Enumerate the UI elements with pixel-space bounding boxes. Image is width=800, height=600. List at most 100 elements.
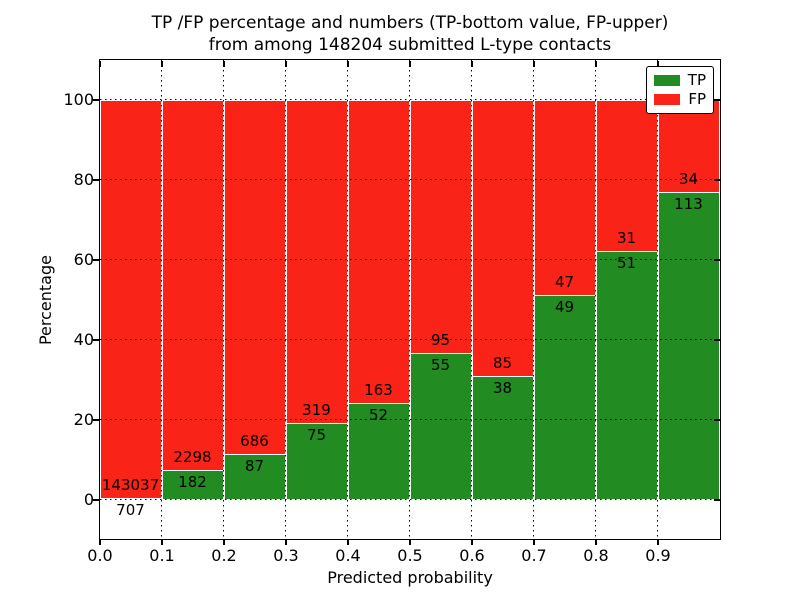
x-gridline xyxy=(285,59,286,539)
x-tick-top xyxy=(161,61,163,67)
x-tick xyxy=(99,539,101,545)
bar-segment-fp xyxy=(657,99,720,193)
y-tick-right xyxy=(714,419,720,421)
legend-entry-tp: TP xyxy=(654,73,706,88)
bar-segment-fp xyxy=(409,99,472,353)
x-tick xyxy=(161,539,163,545)
x-tick-top xyxy=(657,61,659,67)
bar-segment-fp xyxy=(99,99,162,498)
y-tick xyxy=(92,419,99,421)
y-tick-right xyxy=(714,499,720,501)
y-tick-right xyxy=(714,179,720,181)
x-tick-top xyxy=(595,61,597,67)
x-gridline xyxy=(223,59,224,539)
bar-segment-fp xyxy=(223,99,286,455)
fp-count-label: 143037 xyxy=(101,475,160,494)
x-tick-top xyxy=(347,61,349,67)
x-tick xyxy=(533,539,535,545)
x-tick-label: 0.5 xyxy=(397,546,423,565)
tp-count-label: 52 xyxy=(368,405,389,424)
tp-count-label: 38 xyxy=(492,378,513,397)
y-tick xyxy=(92,499,99,501)
x-gridline xyxy=(161,59,162,539)
tp-count-label: 75 xyxy=(306,426,327,445)
y-tick xyxy=(92,339,99,341)
y-tick-right xyxy=(714,259,720,261)
x-tick-top xyxy=(223,61,225,67)
tp-count-label: 51 xyxy=(616,253,637,272)
fp-count-label: 95 xyxy=(430,330,451,349)
bar-segment-tp xyxy=(347,402,410,500)
bar-segment-fp xyxy=(347,99,410,403)
x-gridline xyxy=(595,59,596,539)
legend-label-tp: TP xyxy=(687,71,706,89)
y-tick-label: 100 xyxy=(63,90,94,109)
x-gridline xyxy=(409,59,410,539)
legend-label-fp: FP xyxy=(688,90,706,108)
tp-count-label: 87 xyxy=(244,457,265,476)
y-tick-label: 60 xyxy=(73,250,94,269)
x-tick-top xyxy=(99,61,101,67)
legend: TP FP xyxy=(646,66,714,114)
bar-segment-fp xyxy=(595,99,658,251)
fp-count-label: 319 xyxy=(302,401,331,420)
x-tick-top xyxy=(471,61,473,67)
x-tick-label: 0.0 xyxy=(87,546,113,565)
x-tick xyxy=(223,539,225,545)
legend-swatch-tp xyxy=(654,75,680,86)
bar-segment-fp xyxy=(533,99,596,296)
y-axis-label: Percentage xyxy=(36,255,55,346)
fp-count-label: 47 xyxy=(554,273,575,292)
fp-count-label: 34 xyxy=(678,170,699,189)
tp-count-label: 113 xyxy=(674,195,703,214)
x-gridline xyxy=(347,59,348,539)
x-tick-label: 0.9 xyxy=(645,546,671,565)
x-gridline xyxy=(657,59,658,539)
bar-segment-fp xyxy=(161,99,224,471)
x-tick-label: 0.6 xyxy=(459,546,485,565)
x-tick-label: 0.7 xyxy=(521,546,547,565)
x-tick-top xyxy=(409,61,411,67)
x-tick-label: 0.4 xyxy=(335,546,361,565)
legend-entry-fp: FP xyxy=(654,92,706,107)
chart-title-line2: from among 148204 submitted L-type conta… xyxy=(208,35,612,55)
tp-count-label: 49 xyxy=(554,298,575,317)
y-tick xyxy=(92,179,99,181)
y-tick-label: 20 xyxy=(73,410,94,429)
y-tick-label: 40 xyxy=(73,330,94,349)
x-tick xyxy=(471,539,473,545)
bar-segment-fp xyxy=(285,99,348,424)
fp-count-label: 31 xyxy=(616,228,637,247)
bar-segment-tp xyxy=(409,352,472,500)
x-gridline xyxy=(533,59,534,539)
y-tick-label: 80 xyxy=(73,170,94,189)
x-tick xyxy=(285,539,287,545)
x-tick-top xyxy=(533,61,535,67)
x-axis-label: Predicted probability xyxy=(327,568,493,587)
x-gridline xyxy=(471,59,472,539)
y-tick-right xyxy=(714,99,720,101)
tp-count-label: 55 xyxy=(430,355,451,374)
x-tick-label: 0.8 xyxy=(583,546,609,565)
tp-count-label: 182 xyxy=(178,473,207,492)
fp-count-label: 686 xyxy=(240,432,269,451)
x-tick-label: 0.2 xyxy=(211,546,237,565)
fp-count-label: 163 xyxy=(364,380,393,399)
y-tick-label: 0 xyxy=(83,490,94,509)
plot-area: 143037 707 2298 182 686 87 319 75 163 52 95 55 85 38 4… xyxy=(98,58,721,540)
bar-segment-tp xyxy=(223,454,286,500)
x-tick xyxy=(595,539,597,545)
legend-swatch-fp xyxy=(654,94,681,105)
chart-title-line1: TP /FP percentage and numbers (TP-bottom… xyxy=(151,13,669,33)
x-tick xyxy=(347,539,349,545)
y-tick xyxy=(92,259,99,261)
fp-count-label: 2298 xyxy=(173,448,212,467)
y-tick-right xyxy=(714,339,720,341)
fp-count-label: 85 xyxy=(492,353,513,372)
x-tick-top xyxy=(285,61,287,67)
y-tick xyxy=(92,99,99,101)
bar-segment-tp xyxy=(161,470,224,500)
x-tick xyxy=(409,539,411,545)
x-tick xyxy=(657,539,659,545)
